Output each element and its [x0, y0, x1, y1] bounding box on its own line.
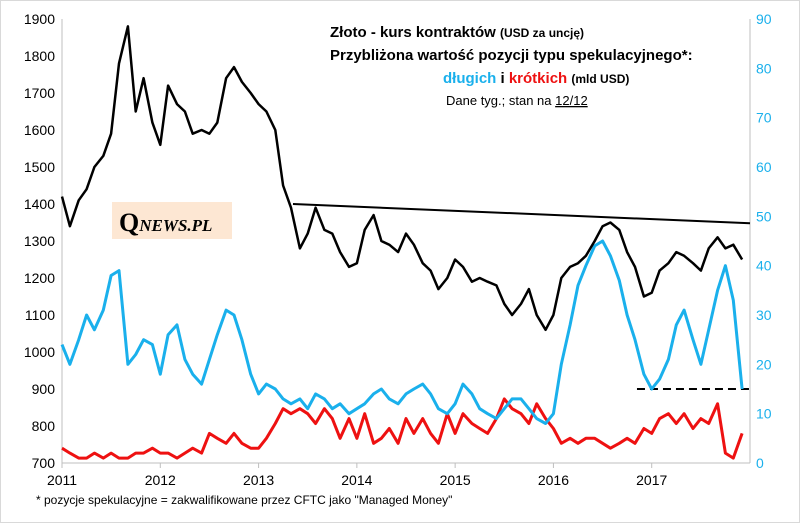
x-tick-labels: 2011 2012 2013 2014 2015 2016 2017 [47, 463, 667, 488]
right-tick-4: 40 [756, 258, 772, 274]
left-tick-1: 800 [32, 418, 56, 434]
qnews-watermark: QNEWS.PL [112, 202, 232, 239]
reference-lines [292, 203, 751, 390]
legend-short: krótkich [509, 70, 567, 87]
footnote: * pozycje spekulacyjne = zakwalifikowane… [36, 493, 452, 507]
left-tick-7: 1400 [24, 196, 55, 212]
title-main: Złoto - kurs kontraktów [330, 24, 496, 41]
right-tick-8: 80 [756, 60, 772, 76]
left-tick-2: 900 [32, 381, 56, 397]
x-tick-6: 2017 [636, 472, 667, 488]
series-long-line [60, 239, 744, 425]
x-tick-0: 2011 [47, 472, 77, 488]
series-price-line [60, 25, 744, 332]
axes [61, 19, 751, 464]
left-tick-labels: 700 800 900 1000 1100 1200 1300 1400 1500 1600 170… [24, 11, 55, 471]
x-tick-2: 2013 [243, 472, 274, 488]
legend-unit: (mld USD) [571, 72, 629, 86]
series-short-line [61, 397, 744, 460]
x-tick-3: 2014 [341, 472, 372, 488]
x-tick-5: 2016 [538, 472, 569, 488]
x-tick-1: 2012 [145, 472, 176, 488]
left-tick-9: 1600 [24, 122, 55, 138]
left-tick-3: 1000 [24, 344, 55, 360]
date-value: 12/12 [555, 93, 588, 108]
resistance-line [292, 203, 751, 225]
watermark-q: Q [119, 208, 139, 237]
right-tick-9: 90 [756, 11, 772, 27]
chart-title: Złoto - kurs kontraktów (USD za uncję) P… [330, 24, 693, 108]
left-tick-6: 1300 [24, 233, 55, 249]
series-lines [60, 25, 744, 460]
legend-and: i [501, 70, 505, 87]
title-line-3: długich i krótkich (mld USD) [443, 70, 629, 87]
left-tick-10: 1700 [24, 85, 55, 101]
right-tick-1: 10 [756, 406, 772, 422]
date-prefix: Dane tyg.; stan na [446, 93, 552, 108]
title-line-1: Złoto - kurs kontraktów (USD za uncję) [330, 24, 584, 41]
right-tick-6: 60 [756, 159, 772, 175]
title-line-4: Dane tyg.; stan na 12/12 [446, 93, 588, 108]
right-tick-0: 0 [756, 455, 764, 471]
title-line-2: Przybliżona wartość pozycji typu spekula… [330, 47, 693, 64]
left-tick-5: 1200 [24, 270, 55, 286]
left-tick-12: 1900 [24, 11, 55, 27]
right-tick-7: 70 [756, 110, 772, 126]
watermark-box [112, 202, 232, 239]
right-tick-2: 20 [756, 356, 772, 372]
right-tick-labels: 0 10 20 30 40 50 60 70 80 90 [756, 11, 772, 471]
title-unit: (USD za uncję) [500, 26, 584, 40]
right-tick-5: 50 [756, 208, 772, 224]
x-tick-4: 2015 [440, 472, 471, 488]
right-tick-3: 30 [756, 307, 772, 323]
left-tick-8: 1500 [24, 159, 55, 175]
left-tick-11: 1800 [24, 48, 55, 64]
left-tick-4: 1100 [25, 307, 55, 323]
watermark-text: NEWS.PL [138, 216, 212, 235]
legend-long: długich [443, 70, 496, 87]
watermark-logo: QNEWS.PL [119, 208, 212, 237]
left-tick-0: 700 [32, 455, 56, 471]
